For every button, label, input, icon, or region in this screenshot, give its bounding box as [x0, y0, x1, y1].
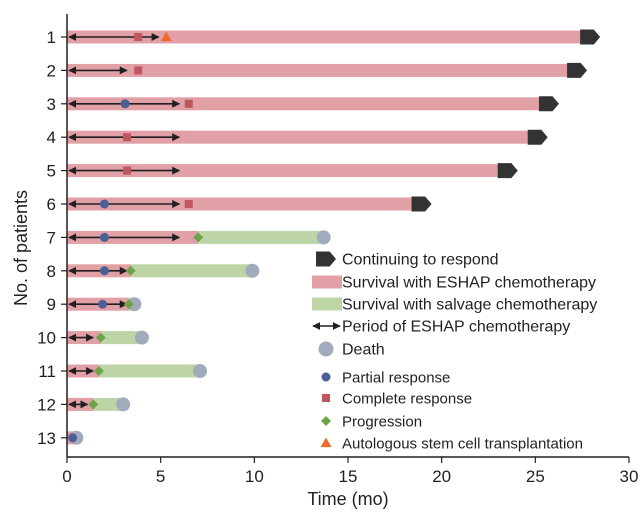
patient-2-eshap-bar [67, 63, 570, 77]
legend-complete-swatch [322, 394, 330, 402]
patient-10-progression [95, 332, 106, 343]
patient-3-partial-response [120, 99, 130, 109]
y-tick-label-6: 6 [47, 195, 56, 214]
y-axis-label: No. of patients [11, 190, 31, 306]
x-tick-label-0: 0 [62, 467, 71, 486]
x-tick-label-30: 30 [620, 467, 639, 486]
patient-7-progression [193, 232, 204, 243]
legend-partial-label: Partial response [342, 370, 450, 387]
patient-1-eshap-bar [67, 30, 583, 44]
y-tick-label-3: 3 [47, 95, 56, 114]
patient-3-continuing-marker [538, 96, 559, 112]
patient-6-partial-response [99, 199, 109, 209]
y-tick-label-7: 7 [47, 228, 56, 247]
patient-10-death-marker [134, 330, 149, 345]
patient-13-partial-response [68, 433, 78, 443]
x-tick-label-10: 10 [245, 467, 264, 486]
y-tick-label-1: 1 [47, 28, 56, 47]
y-tick-label-2: 2 [47, 61, 56, 80]
patient-7-partial-response [99, 232, 109, 242]
y-tick-label-8: 8 [47, 262, 56, 281]
x-tick-label-25: 25 [526, 467, 545, 486]
patient-11-salvage-bar [98, 364, 201, 378]
y-tick-label-11: 11 [38, 362, 56, 381]
x-axis-label: Time (mo) [307, 489, 388, 509]
legend: Continuing to respond Survival with ESHAP… [312, 251, 597, 453]
patient-5-continuing-marker [497, 163, 518, 179]
patient-4-continuing-marker [527, 129, 548, 145]
patient-6-complete-response [184, 200, 193, 208]
y-tick-label-12: 12 [37, 395, 56, 414]
y-tick-label-5: 5 [47, 162, 56, 181]
y-tick-label-9: 9 [47, 295, 56, 314]
patient-1-transplant [160, 31, 172, 42]
legend-salvage-label: Survival with salvage chemotherapy [342, 297, 597, 314]
legend-transplant-swatch [320, 437, 332, 448]
legend-death-swatch [318, 341, 334, 357]
markers-layer [68, 29, 601, 445]
chemo-arrows-layer [68, 33, 181, 441]
patient-1-continuing-marker [580, 29, 601, 45]
patient-1-complete-response [134, 33, 143, 41]
legend-progression-label: Progression [342, 414, 422, 431]
y-tick-label-4: 4 [47, 128, 56, 147]
patient-4-complete-response [122, 133, 131, 142]
patient-8-salvage-bar [130, 264, 253, 278]
patient-12-salvage-bar [93, 397, 124, 411]
patient-2-continuing-marker [567, 62, 588, 78]
patient-7-death-marker [316, 230, 331, 245]
y-tick-label-13: 13 [37, 429, 56, 448]
legend-arrow-label: Period of ESHAP chemotherapy [342, 319, 570, 336]
patient-5-complete-response [122, 166, 131, 175]
patient-8-progression [125, 265, 136, 276]
patient-4-eshap-bar [67, 130, 530, 144]
x-tick-label-5: 5 [156, 467, 165, 486]
legend-eshap-swatch [312, 275, 342, 289]
y-tick-label-10: 10 [37, 329, 56, 348]
patient-12-death-marker [116, 397, 131, 412]
patient-11-death-marker [193, 364, 208, 378]
legend-transplant-label: Autologous stem cell transplantation [342, 436, 583, 453]
patient-10-salvage-bar [100, 331, 142, 345]
x-tick-label-20: 20 [432, 467, 451, 486]
patient-8-partial-response [99, 266, 109, 276]
patient-9-death-marker [127, 297, 142, 312]
legend-continuing-swatch [316, 251, 336, 267]
legend-complete-label: Complete response [342, 391, 472, 408]
patient-12-progression [88, 399, 99, 410]
patient-7-salvage-bar [198, 230, 324, 244]
legend-continuing-label: Continuing to respond [342, 252, 499, 269]
legend-salvage-swatch [312, 297, 342, 311]
legend-death-label: Death [342, 342, 385, 359]
legend-progression-swatch [321, 416, 331, 426]
patient-9-partial-response [98, 299, 108, 309]
legend-partial-swatch [321, 372, 331, 382]
legend-eshap-label: Survival with ESHAP chemotherapy [342, 275, 596, 292]
patient-8-death-marker [245, 263, 260, 278]
patient-6-continuing-marker [411, 196, 432, 212]
patient-11-progression [93, 366, 104, 376]
x-tick-label-15: 15 [339, 467, 358, 486]
patient-3-complete-response [184, 99, 193, 108]
patient-2-complete-response [134, 66, 143, 75]
patient-9-progression [123, 299, 134, 310]
